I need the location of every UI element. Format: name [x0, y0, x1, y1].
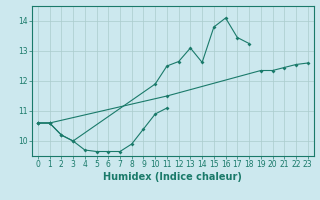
- X-axis label: Humidex (Indice chaleur): Humidex (Indice chaleur): [103, 172, 242, 182]
